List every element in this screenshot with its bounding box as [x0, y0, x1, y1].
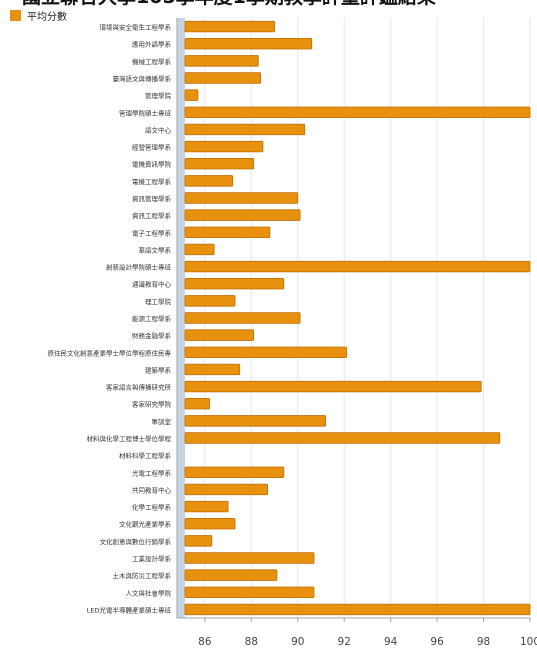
legend: 平均分數: [10, 8, 67, 23]
bar-32: [184, 552, 315, 564]
category-label: 電機資訊學院: [132, 160, 172, 169]
category-label: 工業設計學系: [132, 554, 172, 563]
bar-23: [184, 397, 210, 410]
bar-22: [184, 380, 482, 393]
bar-10: [184, 175, 234, 187]
bar-21: [184, 363, 241, 376]
category-label: 應用外語學系: [132, 40, 172, 49]
bar-33: [184, 569, 278, 581]
bar-19: [184, 329, 255, 341]
category-label: 機械工程學系: [132, 57, 172, 66]
bar-27: [184, 466, 285, 479]
category-label: 材料與化學工程博士學位學程: [87, 434, 172, 443]
bar-13: [184, 226, 271, 239]
category-label: 語文中心: [145, 125, 172, 134]
bar-14: [184, 243, 215, 256]
category-label: 管理學院: [145, 91, 172, 100]
category-label: 建築學系: [145, 365, 172, 374]
category-label: 管理學院碩士專班: [119, 108, 172, 117]
x-tick-label: 100: [520, 636, 537, 648]
legend-label: 平均分數: [27, 11, 67, 23]
bar-30: [184, 518, 236, 530]
category-axis-band: [177, 18, 185, 618]
category-label: 電子工程學系: [132, 228, 172, 237]
category-label: 文化創意與數位行銷學系: [100, 537, 172, 546]
category-label: 客家語言與傳播研究所: [106, 383, 172, 392]
category-label: 軍訓室: [152, 417, 172, 426]
bar-6: [184, 106, 531, 118]
bar-11: [184, 192, 299, 204]
bar-4: [184, 72, 262, 84]
bar-5: [184, 89, 199, 101]
category-label: 人文與社會學院: [126, 588, 172, 597]
category-label: 通識教育中心: [132, 280, 172, 289]
category-label: 環境與安全衛生工程學系: [100, 23, 172, 32]
bar-16: [184, 277, 285, 290]
bar-7: [184, 123, 306, 136]
category-label: 能源工程學系: [132, 314, 172, 323]
chart-title: 國立聯合大學105學年度1學期教學評量評鑑結果: [22, 0, 537, 8]
bar-18: [184, 312, 301, 324]
bar-31: [184, 535, 213, 547]
category-label: 財務金融學系: [132, 331, 172, 340]
category-label: 土木與防災工程學系: [113, 571, 172, 580]
legend-swatch: [10, 9, 21, 21]
bar-9: [184, 157, 255, 170]
category-label: 資訊工程學系: [132, 211, 172, 220]
category-label: 電機工程學系: [132, 177, 172, 186]
category-label: 華語文學系: [139, 245, 172, 254]
category-label: 共同教育中心: [132, 485, 172, 494]
x-tick-label: 88: [245, 636, 258, 648]
bar-28: [184, 483, 268, 496]
category-label: 理工學院: [145, 297, 172, 306]
category-label: 資訊管理學系: [132, 194, 172, 203]
bar-17: [184, 295, 236, 307]
x-tick-label: 92: [338, 636, 351, 648]
bar-15: [184, 260, 531, 273]
x-tick-label: 90: [291, 636, 304, 648]
x-tick-label: 96: [430, 636, 444, 648]
category-label: 材料科學工程學系: [119, 451, 172, 460]
category-label: LED光電半導體產業碩士專班: [87, 605, 172, 614]
bar-3: [184, 55, 259, 67]
bar-20: [184, 346, 347, 359]
bar-35: [184, 603, 531, 616]
bar-2: [184, 38, 313, 50]
category-label: 化學工程學系: [132, 503, 172, 512]
category-label: 經營管理學系: [132, 143, 172, 152]
category-label: 創新設計學院碩士專班: [106, 263, 172, 272]
bar-8: [184, 140, 264, 153]
bar-24: [184, 415, 327, 427]
bar-25: [184, 432, 501, 444]
category-label: 光電工程學系: [132, 468, 172, 477]
category-label: 客家研究學院: [132, 400, 172, 409]
category-label: 原住民文化創意產業學士學位學程原住民專: [48, 348, 172, 357]
x-tick-label: 98: [477, 636, 490, 648]
category-label: 臺灣語文與傳播學系: [113, 74, 172, 83]
bar-29: [184, 500, 229, 513]
x-tick-label: 86: [198, 636, 212, 648]
x-tick-label: 94: [384, 636, 398, 648]
category-label: 文化觀光產業學系: [119, 520, 172, 529]
bar-34: [184, 586, 315, 599]
bar-1: [184, 20, 275, 33]
bar-12: [184, 209, 301, 221]
